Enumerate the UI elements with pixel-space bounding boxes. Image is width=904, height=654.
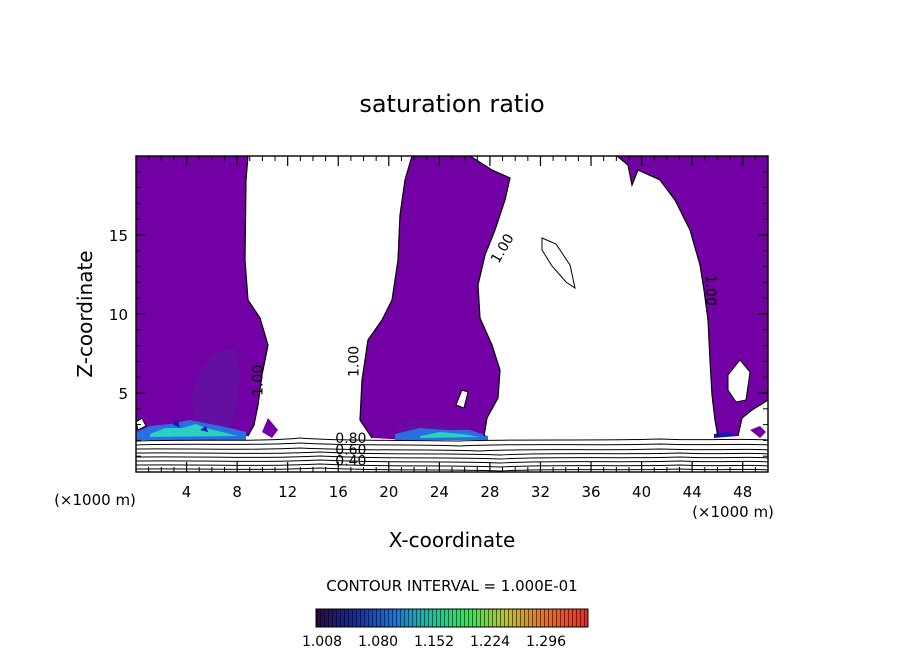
x-unit-label-right: (×1000 m) (692, 503, 774, 521)
contour-fills (136, 156, 768, 440)
contour-label: 1.00 (702, 275, 718, 306)
x-tick-label: 48 (733, 483, 752, 501)
colorbar-tick-label: 1.008 (302, 634, 342, 650)
cloud-region-middle (360, 156, 510, 440)
y-tick-label: 5 (118, 385, 128, 403)
colorbar-stripes (316, 609, 588, 627)
x-axis-label: X-coordinate (389, 528, 516, 552)
x-tick-label: 40 (632, 483, 651, 501)
clear-patch-right (727, 359, 751, 403)
contour-label: 0.80 (335, 431, 366, 447)
colorbar-tick-label: 1.296 (526, 634, 566, 650)
x-tick-label: 24 (430, 483, 449, 501)
colorbar-frame (315, 608, 589, 628)
cloud-region-right (617, 156, 768, 437)
contour-label: 1.00 (346, 346, 362, 377)
colorbar-tick-label: 1.080 (358, 634, 398, 650)
cloud-region-small-left (262, 418, 278, 438)
contour-label: 0.60 (335, 443, 366, 459)
x-tick-label: 20 (379, 483, 398, 501)
inner-shading-left (190, 348, 240, 432)
y-tick-label: 10 (109, 306, 128, 324)
x-tick-label: 4 (182, 483, 192, 501)
chart-title: saturation ratio (359, 90, 544, 118)
x-tick-label: 16 (329, 483, 348, 501)
x-tick-label: 12 (278, 483, 297, 501)
clear-patch-lower (455, 389, 469, 409)
cloud-region-small-right (750, 426, 766, 438)
colorbar (315, 608, 589, 628)
x-tick-label: 44 (683, 483, 702, 501)
colorbar-tick-labels: 1.008 1.080 1.152 1.224 1.296 (302, 634, 566, 650)
contour-interval-text: CONTOUR INTERVAL = 1.000E-01 (326, 577, 577, 595)
y-axis-label: Z-coordinate (73, 250, 97, 377)
clear-patch-corner (136, 417, 147, 431)
x-tick-label: 28 (480, 483, 499, 501)
x-axis-ticks: 4 8 12 16 20 24 28 32 36 40 44 48 (148, 156, 756, 501)
clear-patch-middle (541, 237, 576, 290)
highlight-band-left-cyan (150, 424, 238, 437)
x-tick-label: 36 (581, 483, 600, 501)
contour-lines-1.00 (244, 156, 768, 439)
contour-lines-low-levels (136, 437, 768, 472)
y-axis-ticks: 5 10 15 (109, 171, 768, 457)
x-unit-label-left: (×1000 m) (54, 491, 136, 509)
colorbar-tick-label: 1.152 (414, 634, 454, 650)
contour-label: 1.00 (250, 365, 266, 396)
x-tick-label: 8 (232, 483, 242, 501)
y-tick-label: 15 (109, 227, 128, 245)
x-tick-label: 32 (531, 483, 550, 501)
colorbar-tick-label: 1.224 (470, 634, 510, 650)
highlight-band-middle-cyan (420, 432, 480, 438)
contour-label: 0.40 (335, 454, 366, 470)
